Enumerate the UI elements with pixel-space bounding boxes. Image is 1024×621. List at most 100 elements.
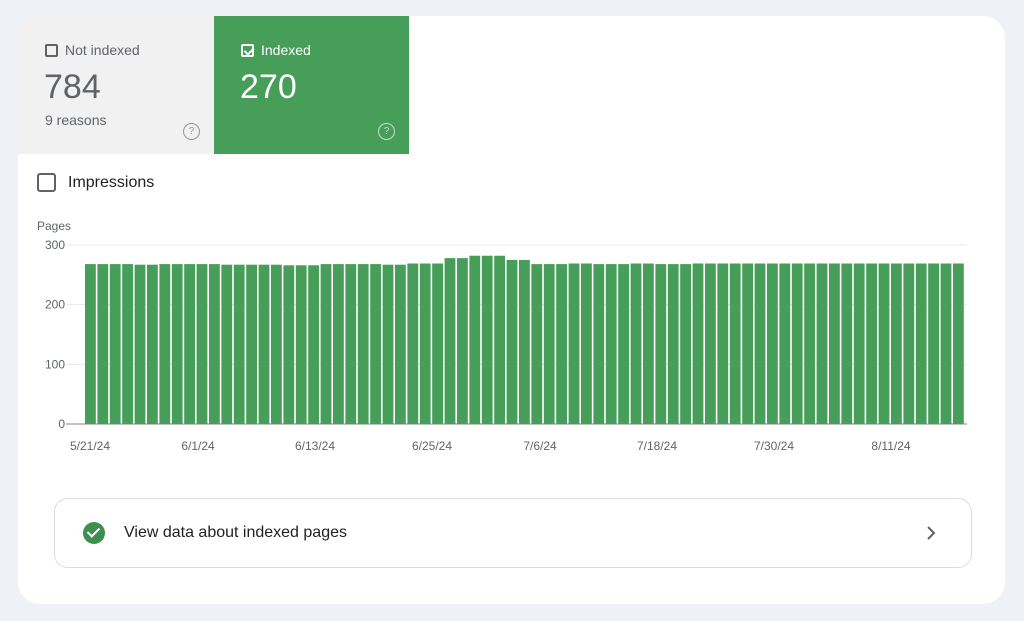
bar[interactable] <box>122 264 133 424</box>
impressions-toggle[interactable]: Impressions <box>37 173 154 192</box>
bar[interactable] <box>692 263 704 424</box>
bar[interactable] <box>308 265 319 424</box>
x-tick-label: 6/1/24 <box>181 439 215 453</box>
y-tick-label: 300 <box>45 238 65 252</box>
y-tick-label: 200 <box>45 298 65 312</box>
bar[interactable] <box>494 255 505 424</box>
bar[interactable] <box>742 263 753 424</box>
bar[interactable] <box>357 264 369 424</box>
bar[interactable] <box>196 264 208 424</box>
bar[interactable] <box>791 263 803 424</box>
bar[interactable] <box>432 263 443 424</box>
bar[interactable] <box>333 264 344 424</box>
bar[interactable] <box>866 263 877 424</box>
bar[interactable] <box>729 263 741 424</box>
help-icon[interactable]: ? <box>378 123 395 140</box>
bar[interactable] <box>841 263 853 424</box>
bar[interactable] <box>804 263 815 424</box>
y-tick-label: 0 <box>58 417 65 431</box>
not-indexed-header: Not indexed <box>45 42 140 58</box>
bar[interactable] <box>171 264 183 424</box>
bar[interactable] <box>221 264 233 424</box>
bar[interactable] <box>878 263 890 424</box>
bar[interactable] <box>419 263 431 424</box>
bar[interactable] <box>680 264 691 424</box>
bar[interactable] <box>233 264 245 424</box>
help-icon[interactable]: ? <box>183 123 200 140</box>
bar[interactable] <box>593 264 605 424</box>
bar[interactable] <box>444 258 456 424</box>
bar[interactable] <box>767 263 778 424</box>
bar[interactable] <box>643 263 654 424</box>
indexed-label: Indexed <box>261 42 311 58</box>
bar[interactable] <box>320 264 332 424</box>
bar[interactable] <box>134 264 146 424</box>
bar[interactable] <box>667 264 679 424</box>
x-tick-label: 6/25/24 <box>412 439 452 453</box>
bar[interactable] <box>556 264 567 424</box>
bar[interactable] <box>457 258 468 424</box>
bar[interactable] <box>829 263 840 424</box>
bar[interactable] <box>295 265 307 424</box>
bar[interactable] <box>543 264 555 424</box>
x-tick-label: 6/13/24 <box>295 439 335 453</box>
bar[interactable] <box>928 263 939 424</box>
indexed-header: Indexed <box>241 42 311 58</box>
check-circle-icon <box>83 522 105 544</box>
bar[interactable] <box>258 264 270 424</box>
indexed-tile[interactable]: Indexed 270 ? <box>214 16 409 154</box>
bar[interactable] <box>147 264 158 424</box>
bar[interactable] <box>816 263 828 424</box>
bar[interactable] <box>184 264 195 424</box>
chevron-right-icon <box>927 526 936 540</box>
bar[interactable] <box>903 263 915 424</box>
y-tick-label: 100 <box>45 357 65 371</box>
not-indexed-tile[interactable]: Not indexed 784 9 reasons ? <box>18 16 214 154</box>
x-tick-label: 8/11/24 <box>871 439 910 453</box>
bar[interactable] <box>407 263 419 424</box>
not-indexed-checkbox[interactable] <box>45 43 58 57</box>
bar[interactable] <box>618 264 629 424</box>
bar[interactable] <box>915 263 927 424</box>
bar[interactable] <box>705 263 716 424</box>
bar[interactable] <box>345 264 357 424</box>
bar[interactable] <box>953 263 964 424</box>
x-tick-label: 7/18/24 <box>637 439 677 453</box>
x-tick-label: 5/21/24 <box>70 439 110 453</box>
bar[interactable] <box>717 263 729 424</box>
bar[interactable] <box>506 259 518 424</box>
bar[interactable] <box>159 264 171 424</box>
bar[interactable] <box>85 264 96 424</box>
bar[interactable] <box>469 255 481 424</box>
bar[interactable] <box>581 263 592 424</box>
bar[interactable] <box>209 264 220 424</box>
bar[interactable] <box>779 263 791 424</box>
bar[interactable] <box>605 264 617 424</box>
y-axis-title: Pages <box>37 219 71 233</box>
bar[interactable] <box>382 264 394 424</box>
indexing-report-card: Not indexed 784 9 reasons ? Indexed 270 … <box>18 16 1005 604</box>
view-indexed-pages-button[interactable]: View data about indexed pages <box>54 498 972 568</box>
bar[interactable] <box>283 265 295 424</box>
bar[interactable] <box>395 264 406 424</box>
bar[interactable] <box>519 259 530 424</box>
bar[interactable] <box>568 263 580 424</box>
bar[interactable] <box>940 263 952 424</box>
bar[interactable] <box>630 263 642 424</box>
impressions-label: Impressions <box>68 173 155 191</box>
indexed-checkbox[interactable] <box>241 43 254 57</box>
view-indexed-pages-label: View data about indexed pages <box>124 524 347 541</box>
bar[interactable] <box>246 264 257 424</box>
bar[interactable] <box>531 264 543 424</box>
bar[interactable] <box>655 264 667 424</box>
bar[interactable] <box>97 264 109 424</box>
bar[interactable] <box>109 264 121 424</box>
impressions-checkbox[interactable] <box>37 173 56 192</box>
bar[interactable] <box>481 255 493 424</box>
bar[interactable] <box>891 263 902 424</box>
bar[interactable] <box>754 263 766 424</box>
bar[interactable] <box>370 264 381 424</box>
bar[interactable] <box>271 264 282 424</box>
bar[interactable] <box>853 263 865 424</box>
not-indexed-reasons: 9 reasons <box>45 112 107 128</box>
